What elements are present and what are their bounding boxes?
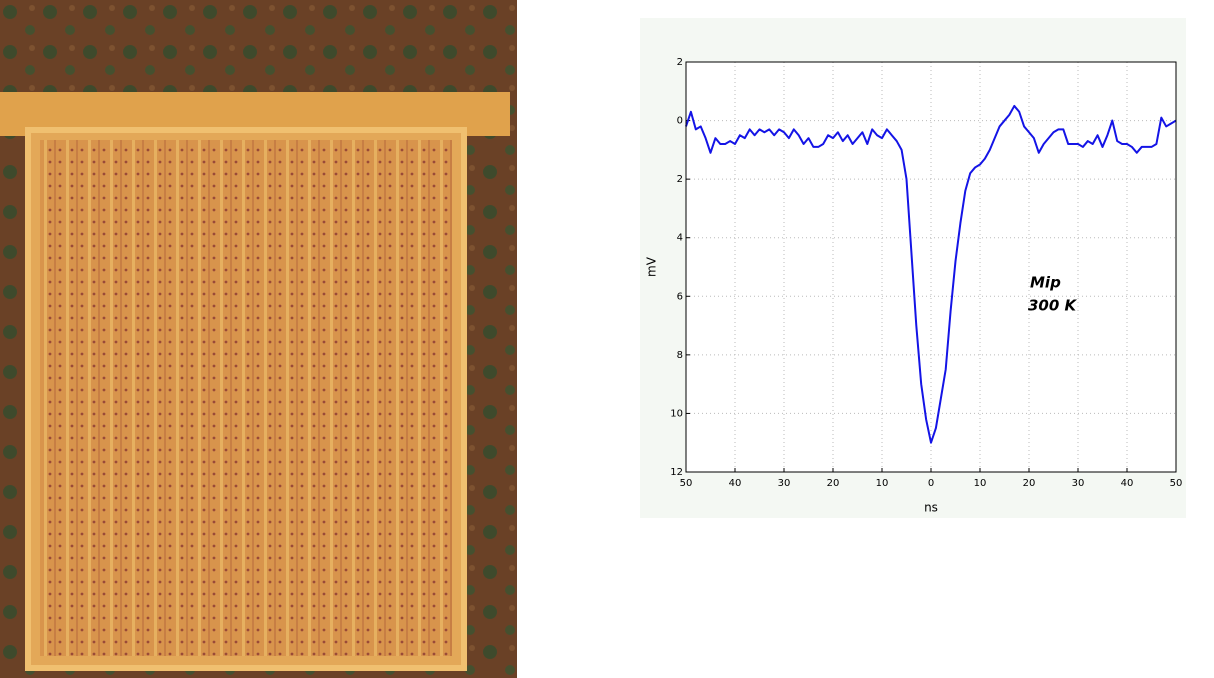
annotation: Mip: [1030, 274, 1061, 292]
y-tick-label: 8: [677, 350, 683, 361]
x-tick-label: 20: [1023, 478, 1036, 489]
chip-photo: [0, 0, 517, 678]
data-line: [685, 104, 1177, 444]
x-tick-label: 20: [827, 478, 840, 489]
x-tick-label: 50: [680, 478, 693, 489]
x-tick-label: 30: [778, 478, 791, 489]
y-tick-label: 2: [677, 174, 683, 185]
x-tick-label: 10: [876, 478, 889, 489]
x-tick-label: 30: [1072, 478, 1085, 489]
x-tick-label: 10: [974, 478, 987, 489]
x-tick-label: 40: [729, 478, 742, 489]
annotation: 300 K: [1028, 297, 1078, 315]
x-tick-label: 0: [928, 478, 934, 489]
y-tick-label: 10: [670, 408, 683, 419]
y-tick-label: 6: [677, 291, 683, 302]
x-axis-label: ns: [924, 501, 938, 515]
y-tick-label: 0: [677, 116, 683, 127]
y-tick-label: 12: [670, 467, 683, 478]
plot-frame: [685, 61, 1177, 473]
y-tick-label: 4: [677, 233, 683, 244]
x-tick-label: 40: [1121, 478, 1134, 489]
y-tick-label: 2: [677, 57, 683, 68]
y-axis-label: mV: [645, 256, 659, 277]
x-tick-label: 50: [1170, 478, 1183, 489]
